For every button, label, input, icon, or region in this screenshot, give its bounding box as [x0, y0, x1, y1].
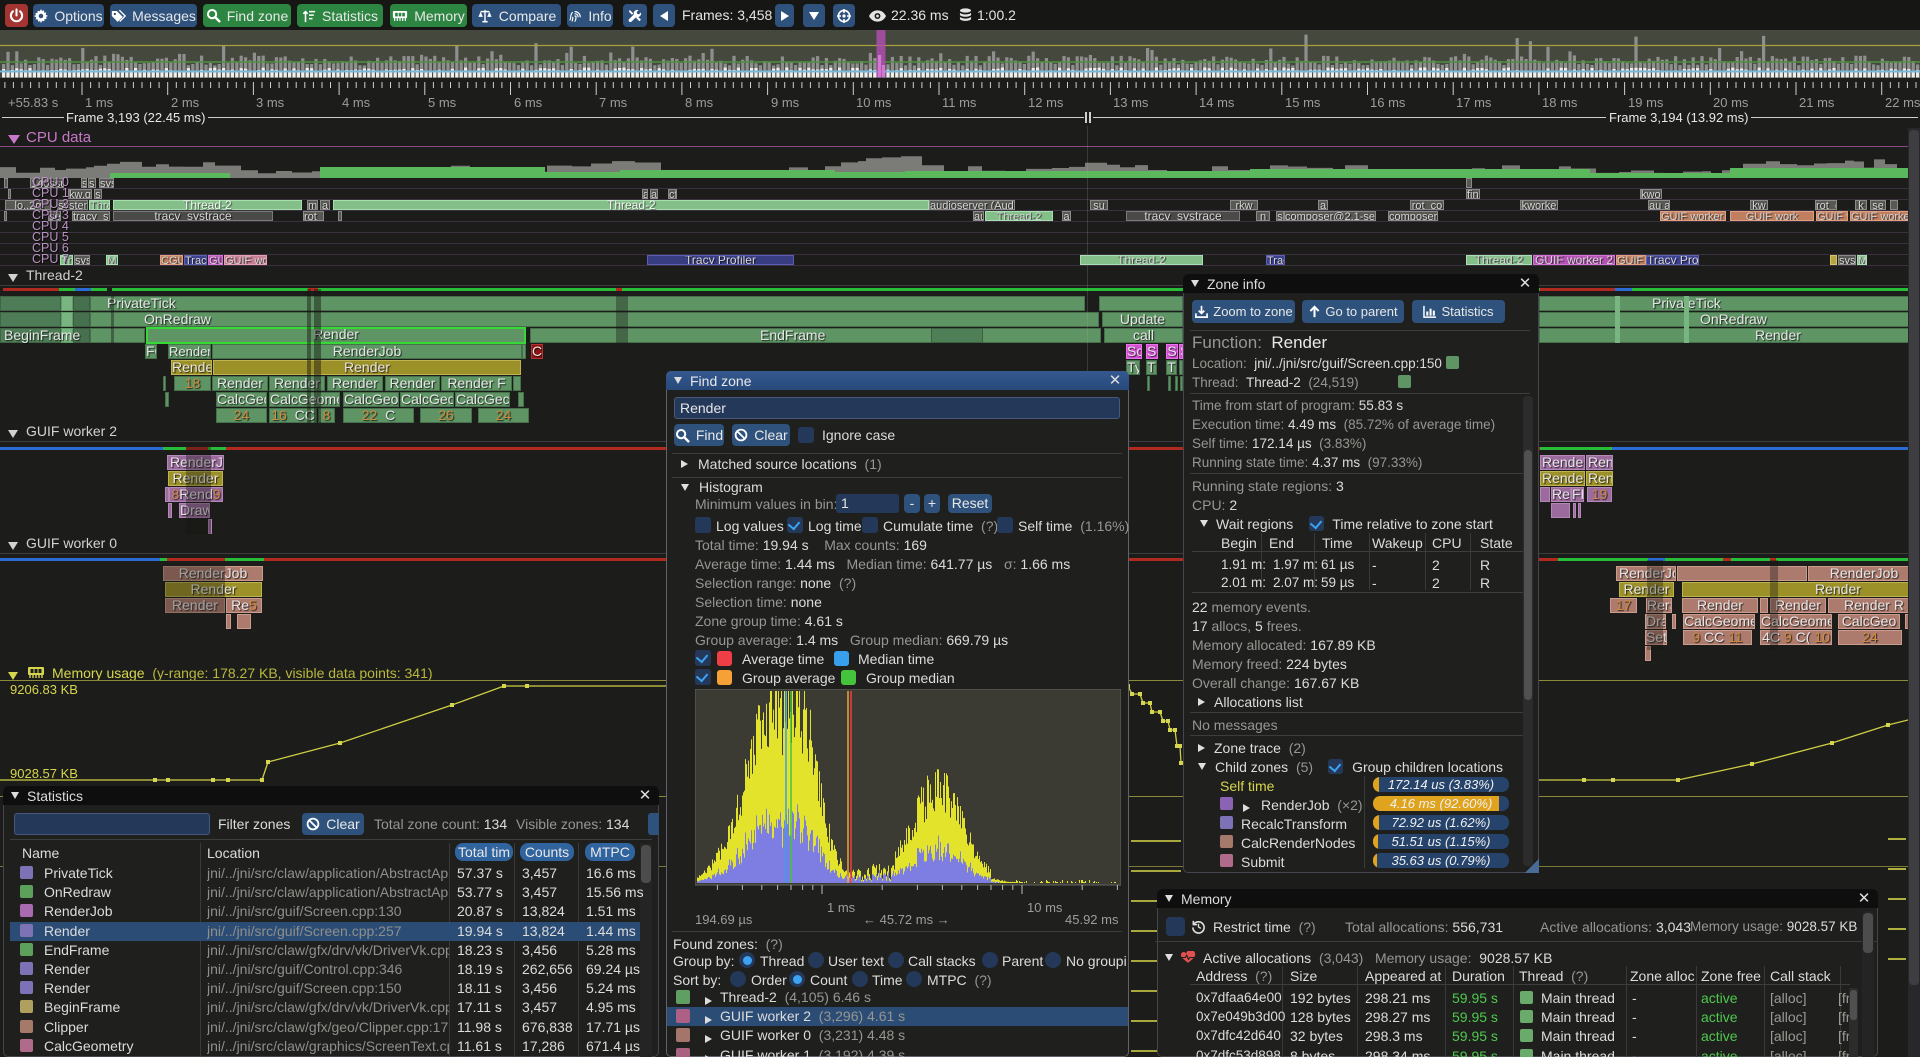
svg-text:11 ms: 11 ms	[942, 95, 977, 110]
svg-text:2 ms: 2 ms	[171, 95, 200, 110]
svg-text:6 ms: 6 ms	[514, 95, 543, 110]
svg-text:4 ms: 4 ms	[342, 95, 371, 110]
svg-text:5 ms: 5 ms	[428, 95, 457, 110]
svg-text:12 ms: 12 ms	[1028, 95, 1064, 110]
svg-text:3 ms: 3 ms	[256, 95, 285, 110]
svg-text:10 ms: 10 ms	[856, 95, 892, 110]
svg-text:15 ms: 15 ms	[1285, 95, 1321, 110]
svg-text:19 ms: 19 ms	[1628, 95, 1664, 110]
svg-text:14 ms: 14 ms	[1199, 95, 1235, 110]
svg-text:18 ms: 18 ms	[1542, 95, 1578, 110]
svg-text:20 ms: 20 ms	[1713, 95, 1749, 110]
svg-text:1 ms: 1 ms	[85, 95, 114, 110]
svg-text:17 ms: 17 ms	[1456, 95, 1492, 110]
svg-text:13 ms: 13 ms	[1113, 95, 1149, 110]
svg-text:+55.83 s: +55.83 s	[8, 95, 59, 110]
svg-text:21 ms: 21 ms	[1799, 95, 1835, 110]
svg-text:7 ms: 7 ms	[599, 95, 628, 110]
svg-text:16 ms: 16 ms	[1370, 95, 1406, 110]
svg-text:22 ms: 22 ms	[1885, 95, 1920, 110]
svg-text:9 ms: 9 ms	[771, 95, 800, 110]
svg-text:8 ms: 8 ms	[685, 95, 714, 110]
